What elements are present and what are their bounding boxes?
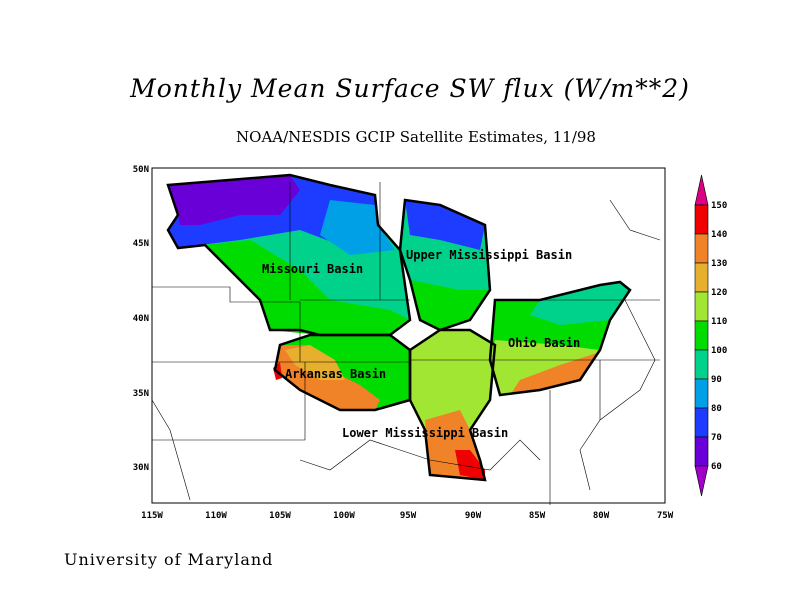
colorbar-segment: [694, 204, 709, 235]
colorbar-segment: [694, 233, 709, 264]
figure-title: Monthly Mean Surface SW flux (W/m**2): [130, 74, 690, 103]
lat-labels: 50N 45N 40N 35N 30N: [133, 165, 149, 473]
lon-label: 90W: [465, 511, 482, 521]
basin-outlines: [166, 173, 632, 482]
figure-subtitle: NOAA/NESDIS GCIP Satellite Estimates, 11…: [236, 128, 596, 146]
colorbar-label: 90: [711, 375, 722, 385]
lat-label: 30N: [133, 463, 149, 473]
colorbar-label: 80: [711, 404, 722, 414]
lat-label: 35N: [133, 389, 149, 399]
ohio-orange: [510, 352, 600, 395]
colorbar-label: 140: [711, 230, 727, 240]
lon-label: 95W: [400, 511, 417, 521]
lon-label: 105W: [269, 511, 291, 521]
map-frame: [151, 167, 666, 504]
colorbar-segment: [694, 436, 709, 467]
lat-label: 50N: [133, 165, 149, 175]
lon-label: 115W: [141, 511, 163, 521]
colorbar-label: 60: [711, 462, 722, 472]
lower-miss-red: [455, 450, 485, 480]
colorbar-segment: [694, 407, 709, 438]
upper-miss-green: [410, 280, 490, 330]
basin-label: Lower Mississippi Basin: [342, 426, 508, 440]
colorbar-label: 150: [711, 201, 727, 211]
basin-label: Ohio Basin: [508, 336, 580, 350]
missouri-purple-area: [168, 175, 300, 225]
colorbar-segment: [694, 349, 709, 380]
lat-label: 40N: [133, 314, 149, 324]
colorbar-segment: [694, 262, 709, 293]
lon-label: 75W: [657, 511, 674, 521]
lon-label: 100W: [333, 511, 355, 521]
colorbar-label: 110: [711, 317, 727, 327]
missouri-green-area: [205, 240, 410, 335]
colorbar-segment: [694, 378, 709, 409]
colorbar-segment: [694, 320, 709, 351]
footer-credit: University of Maryland: [64, 550, 274, 569]
colorbar-segment: [694, 291, 709, 322]
basin-label: Upper Mississippi Basin: [406, 248, 572, 262]
colorbar: 150 140 130 120 110 100 90 80 70 60: [694, 174, 727, 497]
colorbar-label: 70: [711, 433, 722, 443]
lon-label: 110W: [205, 511, 227, 521]
colorbar-label: 130: [711, 259, 727, 269]
colorbar-over-triangle: [694, 174, 709, 206]
lon-label: 80W: [593, 511, 610, 521]
colorbar-label: 120: [711, 288, 727, 298]
basin-label: Missouri Basin: [262, 262, 363, 276]
state-borders: [151, 182, 661, 505]
basin-labels: Missouri Basin Upper Mississippi Basin O…: [262, 248, 580, 440]
colorbar-label: 100: [711, 346, 727, 356]
colorbar-under-triangle: [694, 465, 709, 497]
upper-miss-blue: [405, 200, 485, 250]
ohio-teal: [530, 282, 630, 325]
coastline: [151, 199, 661, 501]
lon-labels: 115W 110W 105W 100W 95W 90W 85W 80W 75W: [141, 511, 674, 521]
lat-label: 45N: [133, 239, 149, 249]
lon-label: 85W: [529, 511, 546, 521]
basin-label: Arkansas Basin: [285, 367, 386, 381]
